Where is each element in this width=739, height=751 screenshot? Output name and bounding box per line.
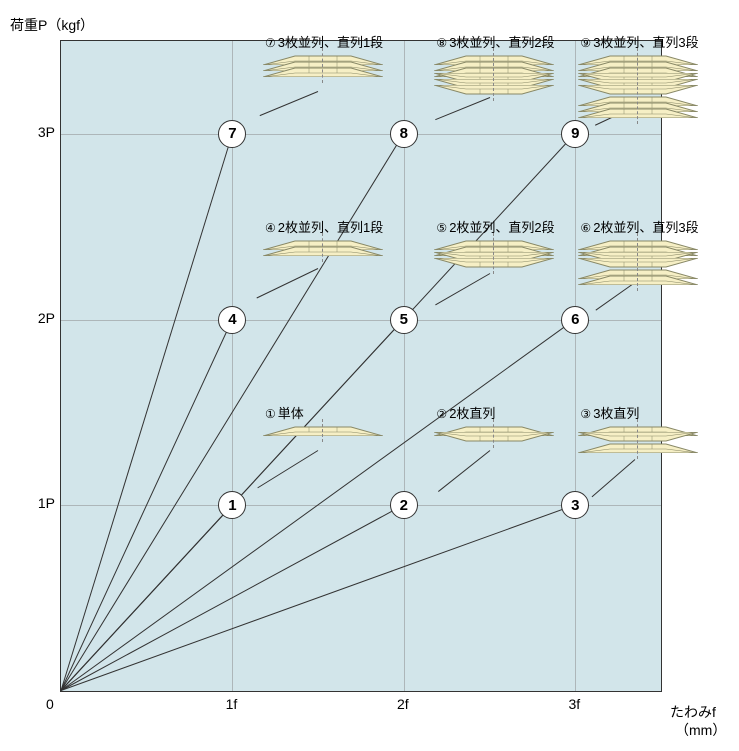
ytick-label: 1P [15,495,55,511]
item-label: ③3枚直列 [580,403,639,422]
x-axis-title-2: （mm） [675,720,726,740]
grid-marker: 7 [218,120,246,148]
ytick-label: 3P [15,124,55,140]
chart-container: 荷重P（kgf） ①単体 ②2枚直列 ③3枚直列 [10,10,730,740]
grid-marker: 2 [390,491,418,519]
spring-illustration [578,52,698,124]
xtick-label: 3f [554,696,594,712]
item-label: ②2枚直列 [436,403,495,422]
ytick-label: 2P [15,310,55,326]
spring-illustration [578,237,698,291]
callout-line [592,459,636,497]
xtick-label: 1f [211,696,251,712]
ray-line [61,133,233,690]
y-axis-title: 荷重P（kgf） [10,15,94,35]
spring-illustration [263,52,383,83]
item-label: ⑨3枚並列、直列3段 [580,32,698,51]
callout-line [434,273,489,305]
x-axis-title-1: たわみf [670,702,716,722]
origin-label: 0 [46,696,54,712]
item-label: ⑥2枚並列、直列3段 [580,217,698,236]
spring-illustration [578,423,698,459]
plot-area: ①単体 ②2枚直列 ③3枚直列 [60,40,662,692]
grid-marker: 5 [390,306,418,334]
spring-illustration [263,423,383,442]
callout-line [260,91,319,116]
grid-marker: 1 [218,491,246,519]
grid-marker: 9 [561,120,589,148]
callout-line [256,268,318,299]
spring-illustration [434,237,554,274]
grid-marker: 8 [390,120,418,148]
item-label: ⑤2枚並列、直列2段 [436,217,554,236]
spring-illustration [434,423,554,448]
callout-line [438,450,490,492]
ray-line [61,504,576,691]
callout-line [258,450,319,488]
grid-marker: 3 [561,491,589,519]
grid-marker: 6 [561,306,589,334]
item-label: ⑧3枚並列、直列2段 [436,32,554,51]
grid-marker: 4 [218,306,246,334]
item-label: ④2枚並列、直列1段 [265,217,383,236]
spring-illustration [434,52,554,101]
spring-illustration [263,237,383,262]
item-label: ⑦3枚並列、直列1段 [265,32,383,51]
item-label: ①単体 [265,403,304,422]
xtick-label: 2f [383,696,423,712]
